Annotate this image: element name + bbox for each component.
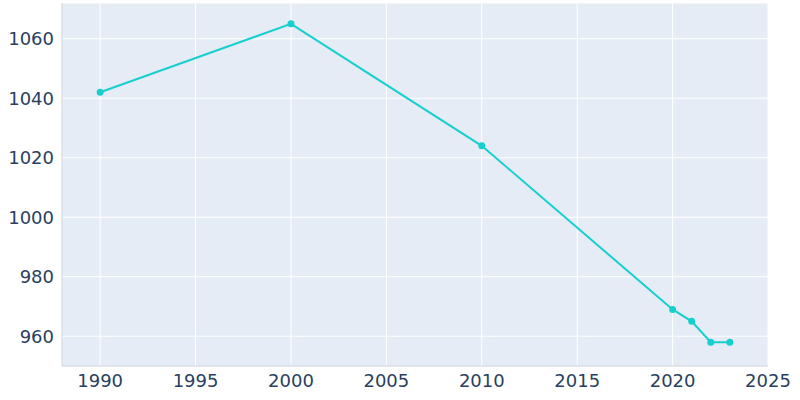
svg-text:1040: 1040 bbox=[8, 88, 54, 109]
svg-text:1020: 1020 bbox=[8, 147, 54, 168]
svg-text:2000: 2000 bbox=[268, 370, 314, 391]
svg-text:2015: 2015 bbox=[554, 370, 600, 391]
svg-text:2010: 2010 bbox=[459, 370, 505, 391]
svg-text:1060: 1060 bbox=[8, 28, 54, 49]
svg-text:1990: 1990 bbox=[77, 370, 123, 391]
svg-text:2025: 2025 bbox=[745, 370, 791, 391]
svg-text:1000: 1000 bbox=[8, 207, 54, 228]
svg-text:1995: 1995 bbox=[173, 370, 219, 391]
svg-text:980: 980 bbox=[20, 266, 54, 287]
svg-text:960: 960 bbox=[20, 326, 54, 347]
svg-text:2005: 2005 bbox=[363, 370, 409, 391]
svg-text:2020: 2020 bbox=[650, 370, 696, 391]
